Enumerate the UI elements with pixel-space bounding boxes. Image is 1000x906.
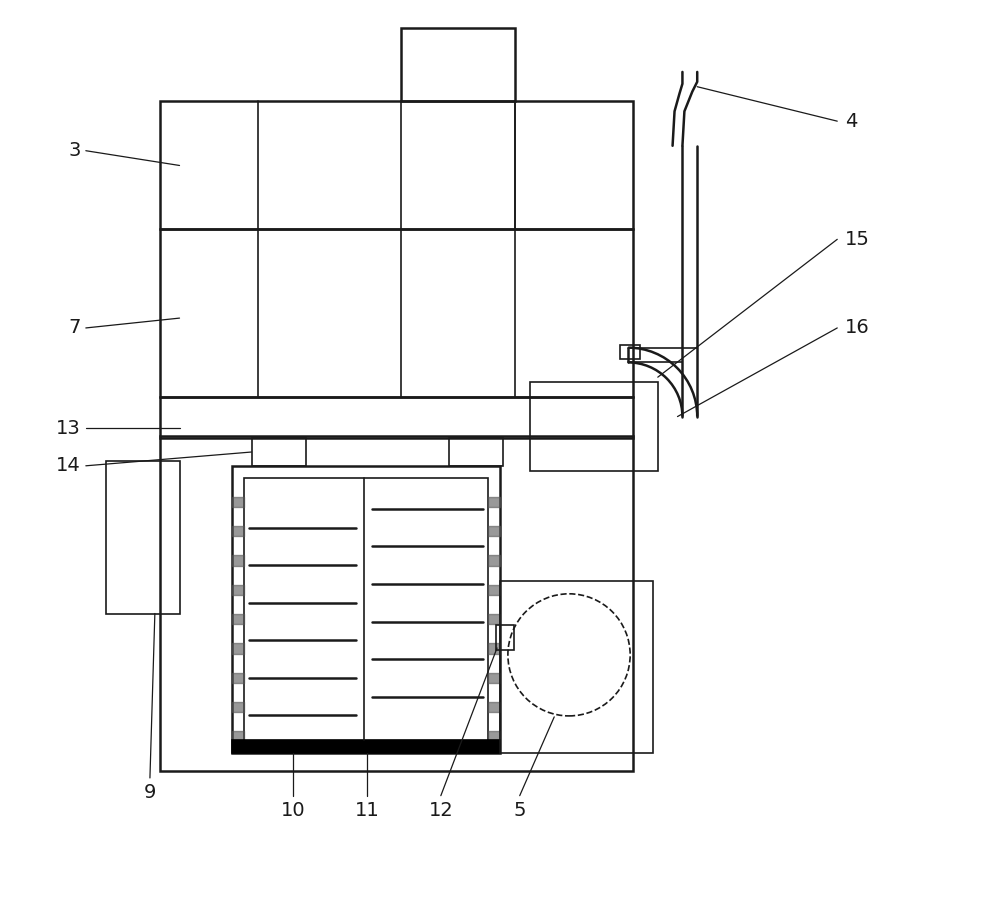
Bar [160,397,633,439]
Bar [500,581,653,753]
Text: 4: 4 [845,111,858,130]
Text: 13: 13 [56,419,81,438]
Bar [106,461,180,613]
Text: 16: 16 [845,318,870,337]
Text: 7: 7 [69,318,81,337]
Text: 3: 3 [69,141,81,160]
Text: 5: 5 [513,801,526,820]
Bar [160,437,633,771]
Bar [449,439,503,466]
Text: 11: 11 [355,801,379,820]
Bar [232,466,500,753]
Bar [620,344,640,360]
Bar [252,439,306,466]
Bar [530,382,658,471]
Bar [401,27,515,101]
Text: 15: 15 [845,230,870,249]
Text: 14: 14 [56,457,81,476]
Text: 10: 10 [281,801,305,820]
Bar [160,101,633,229]
Bar [232,739,500,753]
Bar [244,477,488,741]
Text: 9: 9 [144,783,156,802]
Bar [160,229,633,397]
Bar [496,625,514,650]
Text: 12: 12 [428,801,453,820]
